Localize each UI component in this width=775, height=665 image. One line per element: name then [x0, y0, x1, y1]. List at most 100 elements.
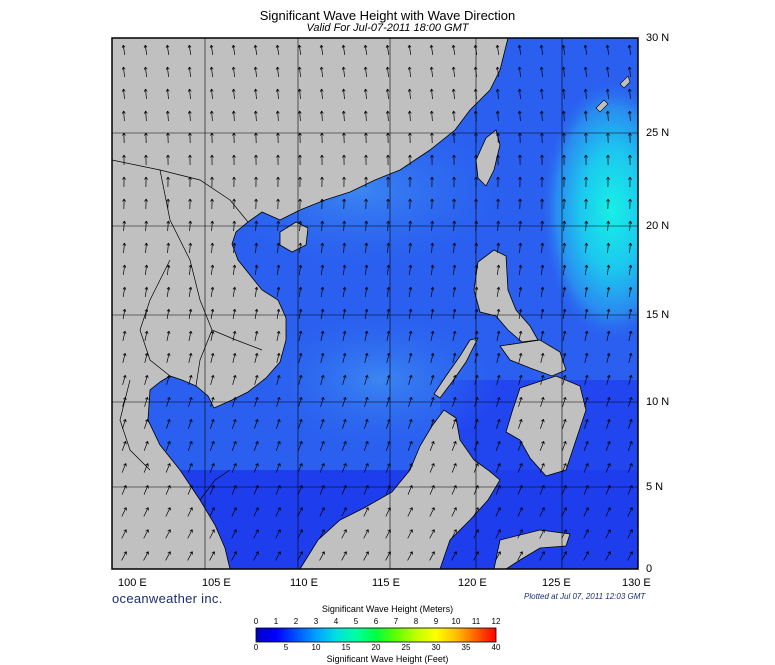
wave-arrow	[562, 330, 567, 341]
wave-arrow	[121, 463, 127, 473]
wave-arrow	[276, 176, 280, 188]
wave-arrow	[583, 485, 589, 495]
wave-arrow	[166, 154, 170, 166]
wave-arrow	[584, 374, 589, 385]
meter-tick: 12	[491, 617, 501, 626]
wave-arrow	[165, 44, 170, 55]
wave-arrow	[165, 507, 171, 517]
wave-arrow	[452, 286, 457, 297]
wave-arrow	[474, 198, 478, 210]
wave-arrow	[341, 44, 346, 55]
wave-arrow	[210, 286, 215, 297]
wave-arrow	[188, 352, 193, 363]
wave-arrow	[121, 66, 126, 78]
wave-arrow	[231, 529, 237, 539]
wave-arrow	[342, 308, 347, 319]
wave-arrow	[319, 463, 325, 473]
wave-arrow	[561, 66, 566, 78]
wave-arrow	[188, 374, 193, 385]
wave-arrow	[540, 352, 545, 363]
wave-arrow	[583, 44, 588, 55]
wave-arrow	[231, 66, 236, 78]
wave-arrow	[408, 396, 413, 407]
wave-arrow	[209, 507, 215, 517]
wave-arrow	[496, 242, 501, 254]
wave-arrow	[232, 220, 237, 232]
wave-arrow	[165, 485, 171, 495]
wave-arrow	[122, 308, 127, 319]
feet-tick: 25	[401, 643, 411, 652]
wave-arrow	[187, 88, 192, 100]
wave-arrow	[473, 551, 479, 561]
wave-arrow	[495, 463, 501, 473]
wave-arrow	[452, 264, 457, 276]
wave-arrow	[562, 242, 567, 254]
wave-arrow	[210, 330, 215, 341]
wave-arrow	[562, 154, 566, 166]
wave-arrow	[144, 419, 149, 429]
wave-arrow	[298, 198, 302, 210]
wave-arrow	[341, 485, 347, 495]
wave-arrow	[298, 330, 303, 341]
wave-arrow	[452, 220, 457, 232]
wave-arrow	[188, 242, 193, 254]
wave-arrow	[341, 463, 347, 473]
wave-arrow	[231, 44, 236, 55]
wave-arrow	[254, 176, 258, 188]
wave-arrow	[319, 88, 324, 100]
wave-arrow	[254, 396, 259, 407]
wave-arrow	[165, 88, 170, 100]
lon-label-120e: 120 E	[458, 577, 487, 589]
wave-arrow	[385, 110, 390, 122]
wave-arrow	[364, 419, 369, 429]
wave-arrow	[209, 88, 214, 100]
wave-arrow	[627, 66, 632, 78]
wave-arrow	[408, 330, 413, 341]
wave-arrow	[451, 66, 456, 78]
wave-arrow	[561, 529, 567, 539]
wave-arrow	[518, 132, 522, 144]
wave-arrow	[320, 308, 325, 319]
wave-arrow	[584, 308, 589, 319]
land-mindanao	[505, 375, 587, 477]
wave-arrow	[275, 44, 280, 55]
wave-arrow	[364, 396, 369, 407]
wave-arrow	[452, 374, 457, 385]
wave-arrow	[341, 529, 347, 539]
wave-arrow	[232, 286, 237, 297]
wave-arrow	[121, 551, 127, 561]
wave-arrow	[407, 551, 413, 561]
wave-arrow	[254, 198, 258, 210]
wave-arrow	[188, 286, 193, 297]
meter-tick: 7	[393, 617, 399, 626]
lon-label-115e: 115 E	[372, 577, 400, 589]
wave-arrow	[627, 529, 633, 539]
wave-arrow	[429, 551, 435, 561]
wave-arrow	[341, 551, 347, 561]
wave-arrow	[320, 330, 325, 341]
wave-arrow	[144, 330, 149, 341]
colorbar-frame	[255, 627, 497, 643]
wave-arrow	[210, 198, 214, 210]
wave-arrow	[561, 110, 566, 122]
wave-arrow	[209, 463, 215, 473]
lat-label-20n: 20 N	[646, 220, 670, 232]
map-field	[112, 38, 638, 569]
wave-arrow	[429, 44, 434, 55]
meter-tick: 5	[353, 617, 359, 626]
land-sulawesi	[493, 529, 571, 569]
sea-central-patch	[260, 310, 500, 450]
wave-arrow	[430, 308, 435, 319]
wave-arrow	[451, 551, 457, 561]
wave-arrow	[539, 529, 545, 539]
wave-arrow	[605, 507, 611, 517]
wave-arrow	[298, 396, 303, 407]
wave-arrow	[276, 242, 281, 254]
wave-arrow	[187, 551, 193, 561]
wave-arrow	[562, 264, 567, 276]
wave-arrow	[364, 132, 368, 144]
meter-tick: 8	[413, 617, 419, 626]
country-borders	[112, 159, 263, 501]
wave-arrow	[473, 66, 478, 78]
